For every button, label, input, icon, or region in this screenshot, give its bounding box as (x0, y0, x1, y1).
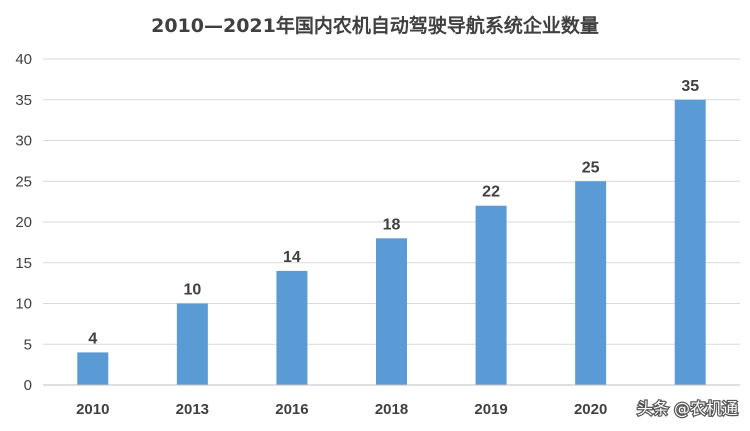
chart-title: 2010—2021年国内农机自动驾驶导航系统企业数量 (151, 14, 599, 37)
x-tick-label: 2019 (474, 401, 507, 418)
data-label: 22 (482, 184, 500, 201)
data-labels: 4 10 14 18 22 25 35 (88, 78, 699, 348)
y-tick-label: 0 (24, 377, 32, 394)
bar (475, 205, 507, 385)
data-label: 18 (383, 216, 401, 233)
bar (176, 303, 208, 385)
watermark: 头条 @农机通 (636, 398, 739, 419)
y-tick-label: 5 (24, 336, 32, 353)
bar (376, 238, 407, 385)
x-tick-label: 2018 (375, 401, 408, 418)
x-tick-label: 2020 (574, 401, 607, 418)
y-tick-label: 35 (15, 92, 32, 109)
data-label: 4 (88, 330, 97, 347)
data-label: 14 (283, 249, 301, 266)
data-label: 25 (582, 159, 600, 176)
data-label: 10 (183, 282, 201, 299)
x-axis-ticks: 2010 2013 2016 2018 2019 2020 (76, 401, 607, 418)
bar (276, 270, 308, 385)
data-label: 35 (681, 78, 699, 95)
watermark-text: 头条 @农机通 (637, 399, 738, 418)
bar (674, 99, 706, 385)
y-tick-label: 10 (15, 296, 32, 313)
y-tick-label: 30 (15, 133, 32, 150)
bars (77, 99, 706, 385)
y-tick-label: 40 (15, 51, 32, 68)
y-axis-ticks: 0 5 10 15 20 25 30 35 40 (15, 51, 32, 394)
y-tick-label: 20 (15, 214, 32, 231)
x-tick-label: 2010 (76, 401, 109, 418)
bar (575, 181, 607, 385)
x-tick-label: 2013 (176, 401, 209, 418)
y-tick-label: 15 (15, 255, 32, 272)
x-tick-label: 2016 (275, 401, 308, 418)
bar (77, 352, 109, 385)
y-tick-label: 25 (15, 173, 32, 190)
